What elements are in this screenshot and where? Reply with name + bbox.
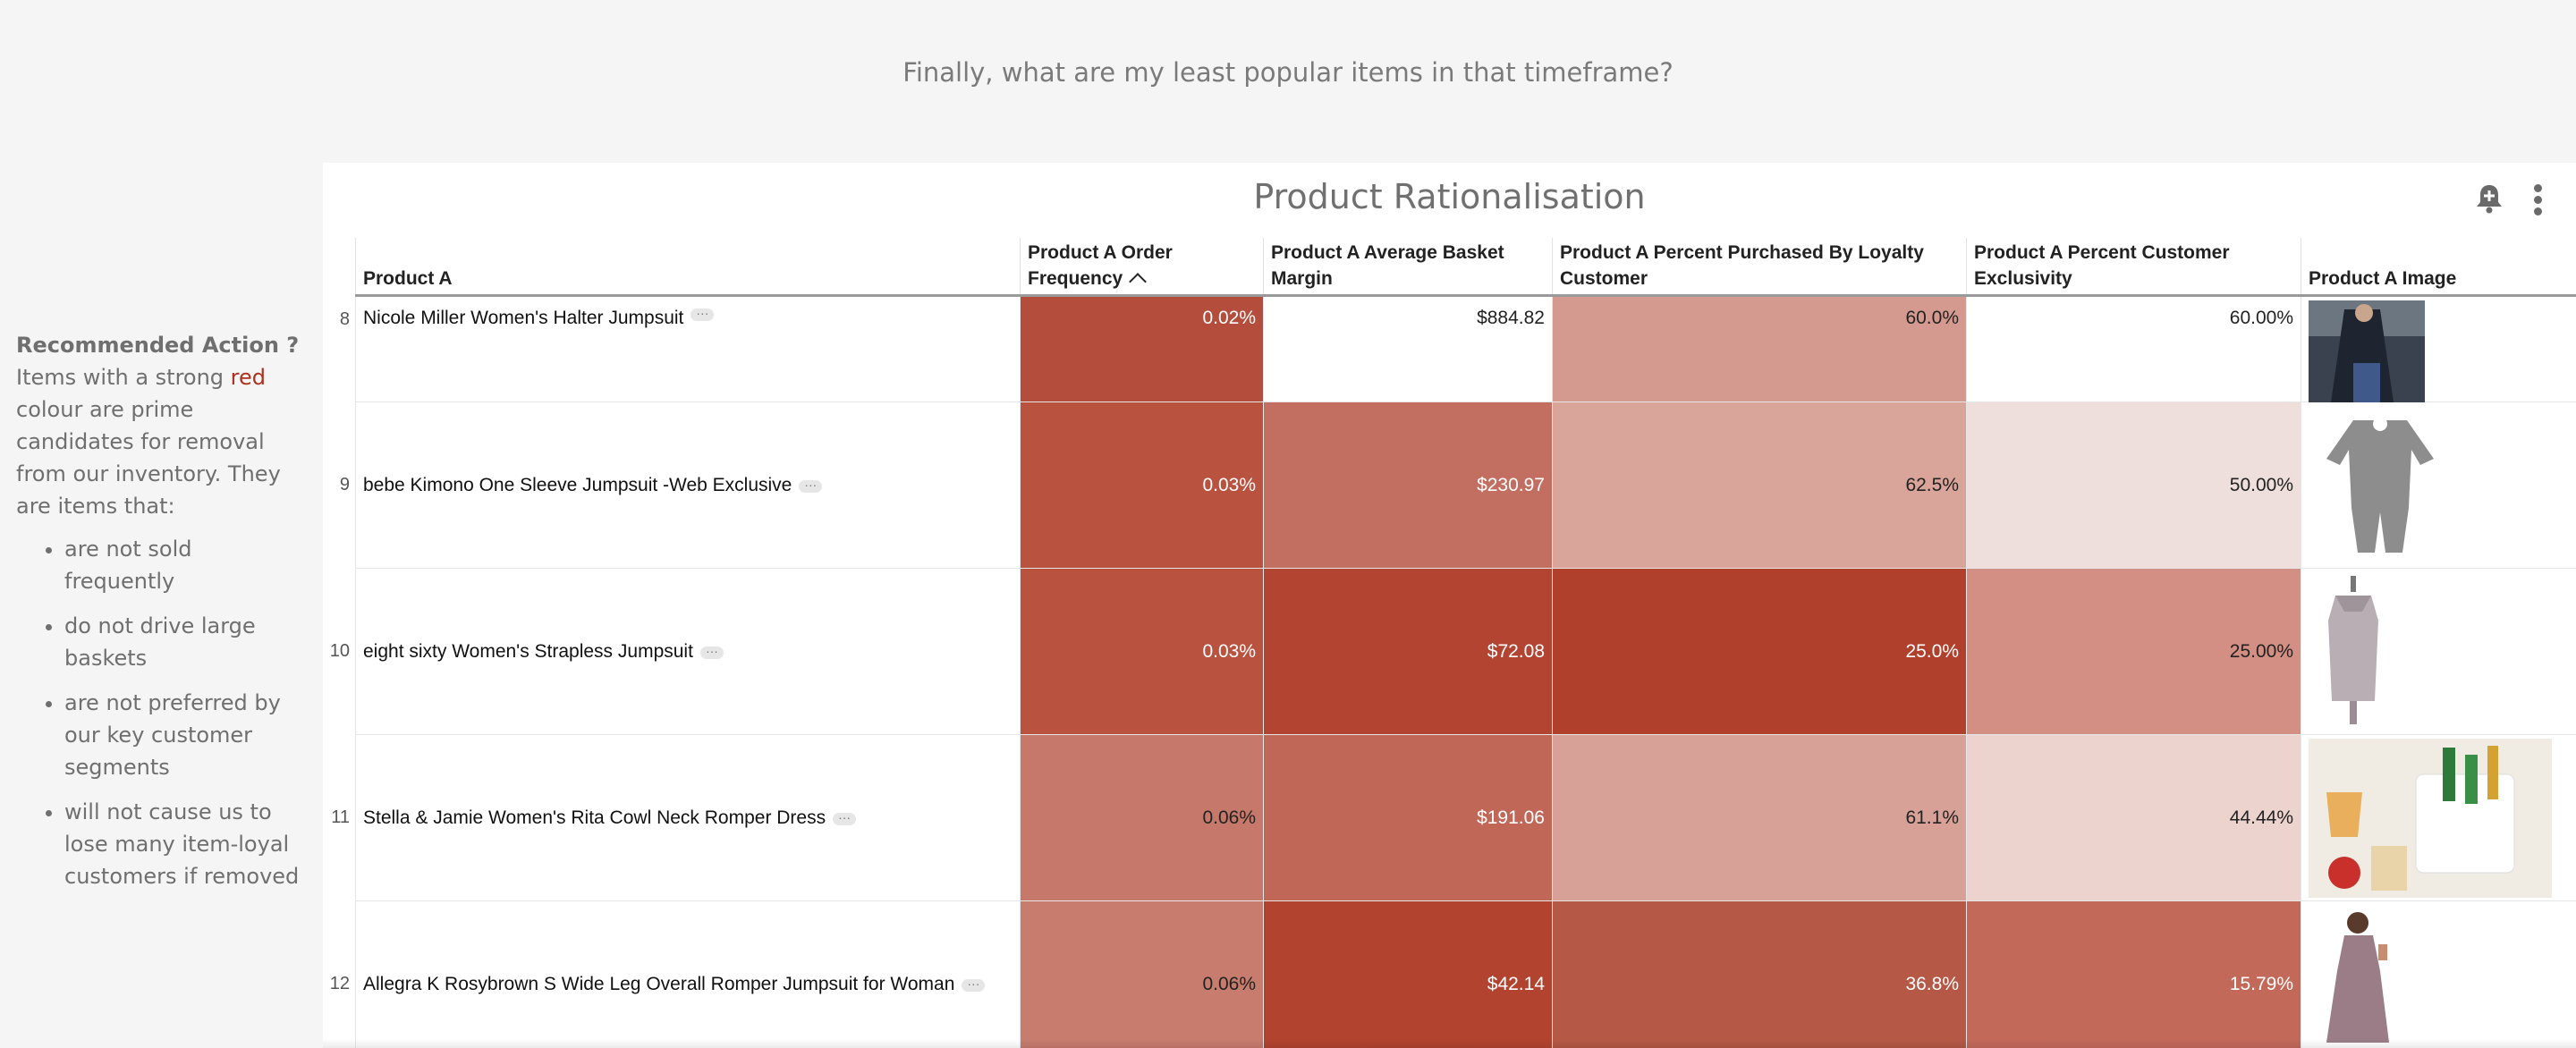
column-header-exclusivity[interactable]: Product A Percent Customer Exclusivity: [1966, 238, 2301, 297]
cell-excl: 50.00%: [1966, 402, 2301, 569]
table-row[interactable]: bebe Kimono One Sleeve Jumpsuit -Web Exc…: [355, 402, 1020, 569]
cell-margin: $230.97: [1263, 402, 1552, 569]
row-number: 9: [339, 475, 350, 494]
row-number: 10: [329, 641, 350, 661]
cell-margin: $884.82: [1263, 297, 1552, 402]
recommendation-panel: Recommended Action ? Items with a strong…: [16, 329, 302, 905]
product-image[interactable]: [2301, 402, 2576, 569]
row-actions-ellipsis-icon[interactable]: ···: [691, 307, 715, 321]
cell-freq: 0.03%: [1020, 569, 1263, 735]
recommendation-title: Recommended Action ?: [16, 333, 300, 358]
list-item: are not sold frequently: [64, 533, 302, 597]
row-actions-ellipsis-icon[interactable]: ···: [699, 645, 724, 659]
cell-margin: $72.08: [1263, 569, 1552, 735]
cell-margin: $42.14: [1263, 901, 1552, 1048]
cell-margin: $191.06: [1263, 735, 1552, 901]
column-header-basket-margin[interactable]: Product A Average Basket Margin: [1263, 238, 1552, 297]
intro-text: Items with a strong: [16, 365, 231, 390]
cell-excl: 25.00%: [1966, 569, 2301, 735]
cell-freq: 0.02%: [1020, 297, 1263, 402]
product-name: Allegra K Rosybrown S Wide Leg Overall R…: [363, 973, 955, 994]
cell-excl: 15.79%: [1966, 901, 2301, 1048]
cell-loyal: 62.5%: [1552, 402, 1966, 569]
product-name: bebe Kimono One Sleeve Jumpsuit -Web Exc…: [363, 474, 792, 495]
table-row[interactable]: Nicole Miller Women's Halter Jumpsuit ···: [355, 297, 1020, 402]
list-item: are not preferred by our key customer se…: [64, 687, 302, 783]
cell-freq: 0.03%: [1020, 402, 1263, 569]
intro-red-word: red: [230, 365, 267, 390]
recommendation-list: are not sold frequently do not drive lar…: [16, 533, 302, 892]
product-rationalisation-card: Product Rationalisation Product A Produc…: [323, 163, 2576, 1048]
column-header-product[interactable]: Product A: [355, 238, 1020, 297]
sort-ascending-icon[interactable]: [1129, 273, 1148, 291]
cell-excl: 60.00%: [1966, 297, 2301, 402]
add-alert-bell-icon[interactable]: [2474, 182, 2504, 215]
recommendation-intro: Items with a strong red colour are prime…: [16, 361, 302, 522]
card-title: Product Rationalisation: [1253, 177, 1646, 216]
product-image[interactable]: [2301, 297, 2576, 402]
list-item: do not drive large baskets: [64, 610, 302, 674]
table-row[interactable]: Stella & Jamie Women's Rita Cowl Neck Ro…: [355, 735, 1020, 901]
product-image[interactable]: [2301, 901, 2576, 1048]
table-row[interactable]: Allegra K Rosybrown S Wide Leg Overall R…: [355, 901, 1020, 1048]
row-actions-ellipsis-icon[interactable]: ···: [833, 811, 857, 825]
row-number: 12: [329, 974, 350, 993]
row-actions-ellipsis-icon[interactable]: ···: [799, 478, 823, 493]
cell-loyal: 25.0%: [1552, 569, 1966, 735]
column-header-order-frequency[interactable]: Product A Order Frequency: [1020, 238, 1263, 297]
cell-loyal: 60.0%: [1552, 297, 1966, 402]
row-number: 11: [331, 807, 350, 827]
cell-excl: 44.44%: [1966, 735, 2301, 901]
cell-freq: 0.06%: [1020, 735, 1263, 901]
column-header-loyalty[interactable]: Product A Percent Purchased By Loyalty C…: [1552, 238, 1966, 297]
list-item: will not cause us to lose many item-loya…: [64, 796, 302, 892]
more-options-icon[interactable]: [2527, 182, 2550, 216]
product-name: Stella & Jamie Women's Rita Cowl Neck Ro…: [363, 807, 826, 828]
intro-text-rest: colour are prime candidates for removal …: [16, 397, 281, 519]
header-label: Product A Order Frequency: [1028, 242, 1173, 289]
product-image[interactable]: [2301, 735, 2576, 901]
row-number: 8: [339, 309, 350, 329]
table-row[interactable]: eight sixty Women's Strapless Jumpsuit ··…: [355, 569, 1020, 735]
cell-freq: 0.06%: [1020, 901, 1263, 1048]
question-text: Finally, what are my least popular items…: [902, 57, 1674, 88]
product-name: Nicole Miller Women's Halter Jumpsuit: [363, 308, 684, 328]
product-image[interactable]: [2301, 569, 2576, 735]
column-header-image[interactable]: Product A Image: [2301, 238, 2576, 297]
row-actions-ellipsis-icon[interactable]: ···: [962, 977, 986, 992]
product-name: eight sixty Women's Strapless Jumpsuit: [363, 640, 693, 662]
cell-loyal: 61.1%: [1552, 735, 1966, 901]
cell-loyal: 36.8%: [1552, 901, 1966, 1048]
